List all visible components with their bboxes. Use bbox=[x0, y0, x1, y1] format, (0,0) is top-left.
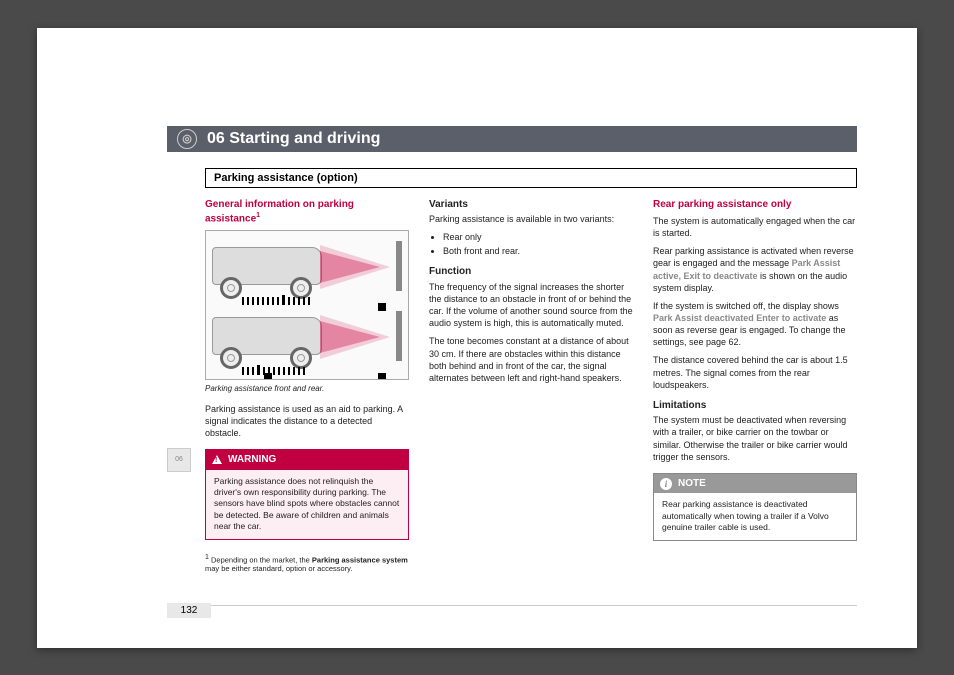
note-header: i NOTE bbox=[654, 474, 856, 494]
list-item: Both front and rear. bbox=[443, 245, 633, 257]
col3-p1: The system is automatically engaged when… bbox=[653, 215, 857, 239]
column-2: Variants Parking assistance is available… bbox=[429, 198, 633, 588]
function-p2: The tone becomes constant at a distance … bbox=[429, 335, 633, 384]
parking-assist-figure bbox=[205, 230, 409, 380]
note-box: i NOTE Rear parking assistance is deacti… bbox=[653, 473, 857, 541]
column-3: Rear parking assistance only The system … bbox=[653, 198, 857, 588]
warning-body: Parking assistance does not relinquish t… bbox=[206, 470, 408, 539]
col3-p4: The distance covered behind the car is a… bbox=[653, 354, 857, 390]
warning-header: WARNING bbox=[206, 450, 408, 470]
variants-intro: Parking assistance is available in two v… bbox=[429, 213, 633, 225]
warning-title: WARNING bbox=[228, 453, 276, 467]
footer-rule bbox=[167, 605, 857, 606]
content-columns: General information on parking assistanc… bbox=[205, 198, 857, 588]
variants-heading: Variants bbox=[429, 198, 633, 212]
col3-p2: Rear parking assistance is activated whe… bbox=[653, 245, 857, 294]
chapter-header: ◎ 06 Starting and driving bbox=[167, 126, 857, 152]
side-tab: 06 bbox=[167, 448, 191, 472]
section-subheader: Parking assistance (option) bbox=[205, 168, 857, 188]
function-heading: Function bbox=[429, 265, 633, 279]
col1-heading: General information on parking assistanc… bbox=[205, 198, 409, 226]
chapter-title: Starting and driving bbox=[229, 130, 380, 148]
warning-box: WARNING Parking assistance does not reli… bbox=[205, 449, 409, 540]
figure-caption: Parking assistance front and rear. bbox=[205, 384, 409, 395]
col3-p3: If the system is switched off, the displ… bbox=[653, 300, 857, 349]
warning-triangle-icon bbox=[212, 455, 222, 464]
note-body: Rear parking assistance is deactivated a… bbox=[654, 493, 856, 539]
chapter-number: 06 bbox=[207, 130, 225, 148]
column-1: General information on parking assistanc… bbox=[205, 198, 409, 588]
page-number: 132 bbox=[167, 603, 211, 618]
limitations-heading: Limitations bbox=[653, 399, 857, 413]
steering-wheel-icon: ◎ bbox=[177, 129, 197, 149]
col1-intro: Parking assistance is used as an aid to … bbox=[205, 403, 409, 439]
manual-page: ◎ 06 Starting and driving Parking assist… bbox=[37, 28, 917, 648]
note-title: NOTE bbox=[678, 477, 706, 491]
col3-heading: Rear parking assistance only bbox=[653, 198, 857, 212]
info-icon: i bbox=[660, 478, 672, 490]
function-p1: The frequency of the signal increases th… bbox=[429, 281, 633, 330]
variants-list: Rear only Both front and rear. bbox=[443, 231, 633, 257]
list-item: Rear only bbox=[443, 231, 633, 243]
footnote: 1 Depending on the market, the Parking a… bbox=[205, 554, 409, 574]
limitations-body: The system must be deactivated when reve… bbox=[653, 414, 857, 463]
